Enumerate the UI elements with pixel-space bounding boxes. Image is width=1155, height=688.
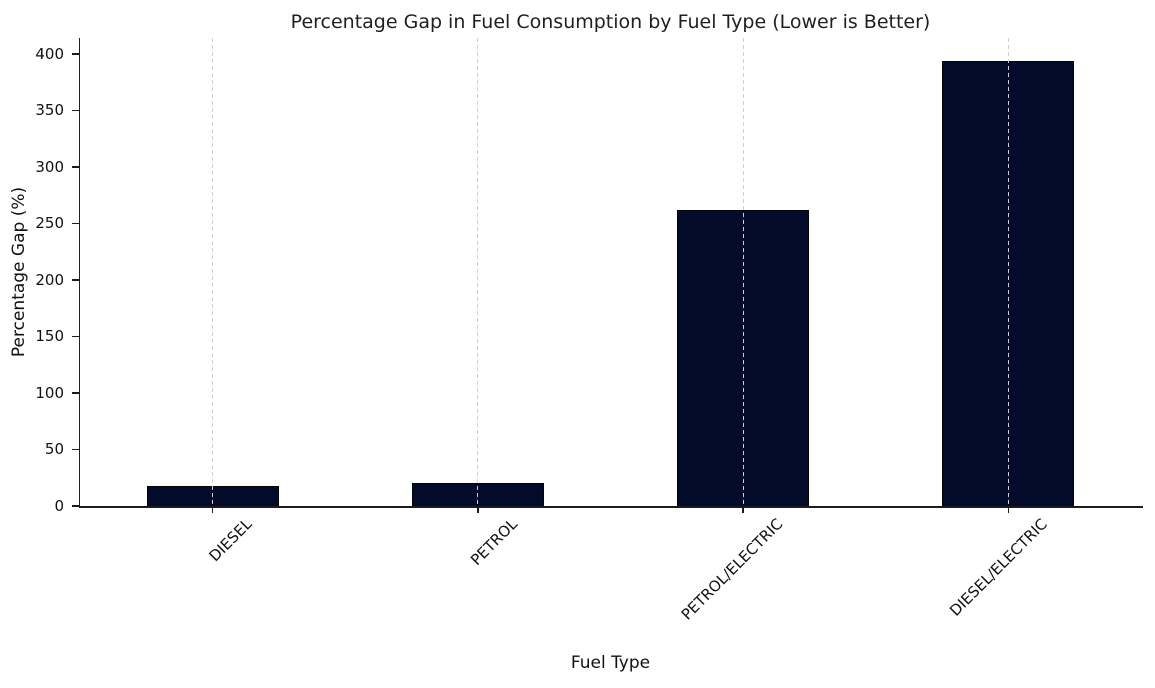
y-tick-label: 50: [44, 440, 64, 459]
y-tick-label: 250: [35, 214, 64, 233]
x-tick-mark: [211, 506, 214, 513]
x-tick-label: DIESEL/ELECTRIC: [698, 514, 1051, 620]
x-tick-label-text: DIESEL/ELECTRIC: [946, 515, 1052, 620]
y-tick-mark: [72, 53, 80, 55]
y-tick-mark: [72, 448, 80, 451]
y-tick-mark: [72, 335, 80, 338]
y-tick-label: 300: [35, 157, 64, 176]
x-tick-mark: [1007, 506, 1010, 513]
y-tick-mark: [72, 505, 80, 507]
y-tick-mark: [72, 222, 80, 225]
gridline: [477, 38, 479, 506]
x-axis-label: Fuel Type: [570, 653, 651, 673]
y-tick-mark: [72, 392, 80, 394]
y-tick-label: 400: [35, 44, 64, 63]
y-tick-label: 100: [35, 383, 64, 402]
y-tick-mark: [72, 166, 80, 168]
x-axis-spine: [78, 506, 1143, 508]
plot-area: 0 50 100 150 200 250 300 350 400 DIESEL PETROL PETR…: [35, 38, 1141, 624]
x-tick-mark: [742, 506, 744, 513]
gridline: [212, 38, 214, 506]
y-tick-mark: [72, 279, 80, 281]
y-tick-label: 0: [54, 497, 64, 515]
x-tick-mark: [477, 506, 479, 513]
y-tick-label: 150: [35, 327, 64, 346]
gridline: [1007, 38, 1009, 506]
chart-title: Percentage Gap in Fuel Consumption by Fu…: [290, 11, 931, 33]
y-tick-label: 350: [35, 101, 64, 120]
y-tick-mark: [72, 109, 80, 112]
y-axis-spine: [78, 38, 80, 508]
y-tick-label: 200: [35, 270, 64, 289]
gridline: [742, 38, 744, 506]
